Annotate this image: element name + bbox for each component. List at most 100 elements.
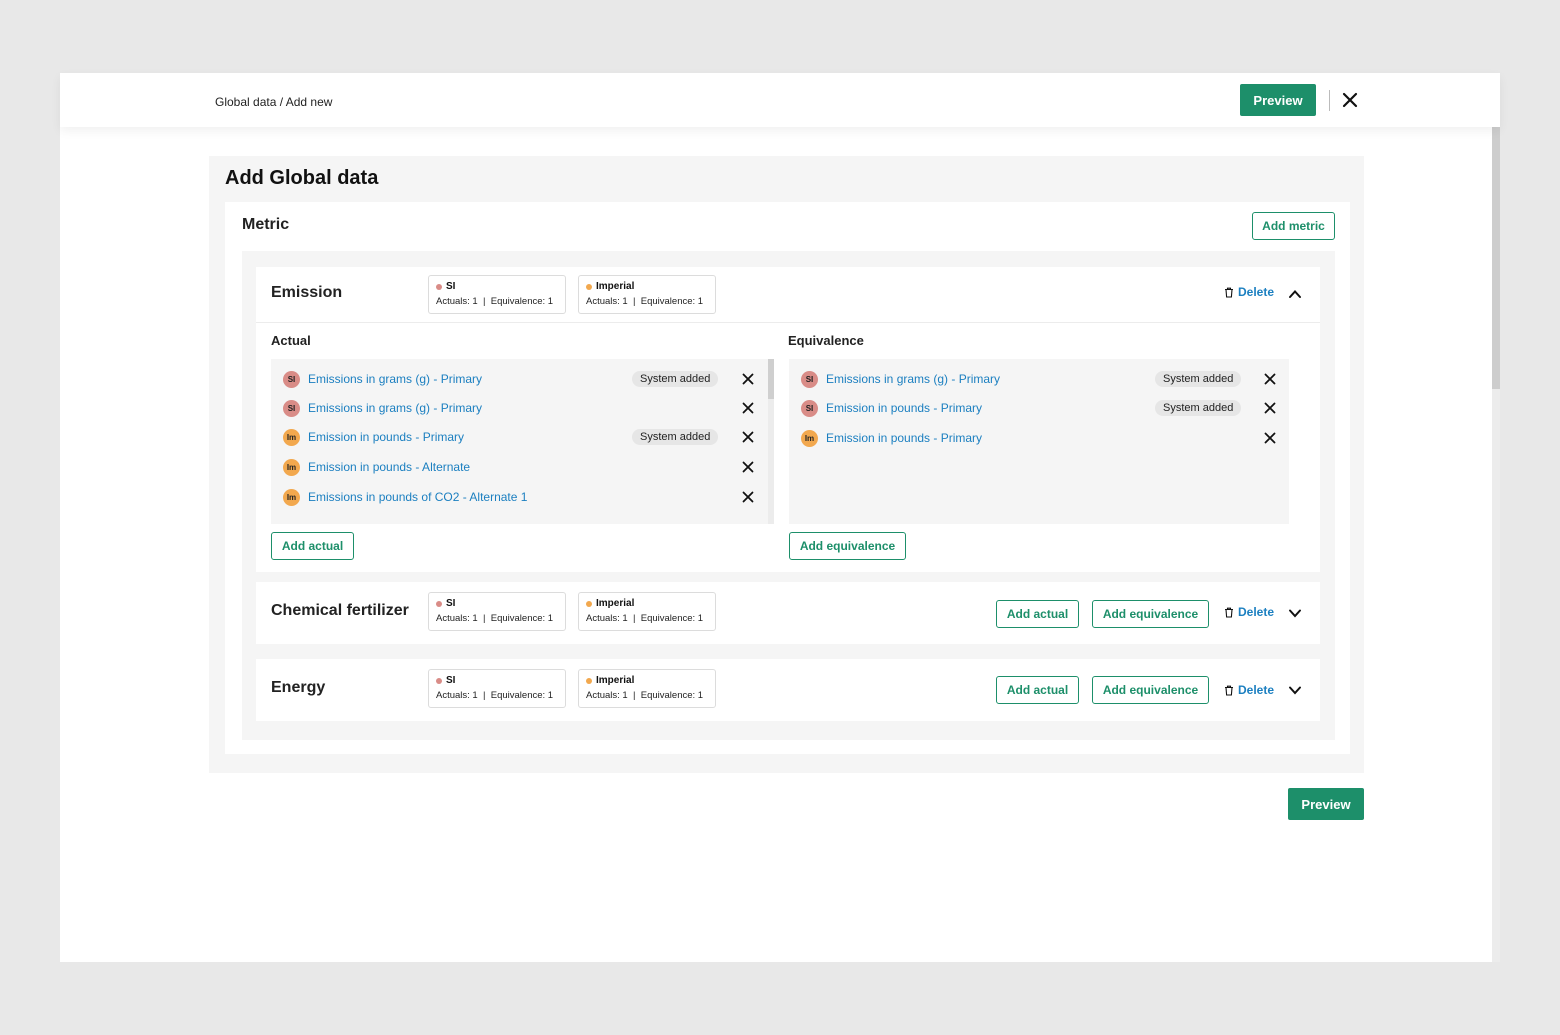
unit-counts: Actuals: 1 | Equivalence: 1 (586, 690, 704, 701)
delete-button[interactable]: Delete (1224, 683, 1274, 697)
equivalence-heading: Equivalence (788, 333, 864, 348)
metric-heading: Metric (242, 216, 290, 233)
unit-name: SI (446, 281, 456, 292)
preview-button[interactable]: Preview (1240, 84, 1316, 116)
trash-icon (1225, 607, 1233, 618)
app-window: Global data / Add new Preview Add Global… (60, 73, 1500, 962)
unit-counts: Actuals: 1 | Equivalence: 1 (586, 296, 704, 307)
page-scrollbar[interactable] (1492, 127, 1500, 962)
actual-heading: Actual (271, 333, 311, 348)
chevron-up-icon[interactable] (1287, 286, 1303, 302)
si-badge: SI (283, 370, 300, 388)
imperial-badge: Im (801, 429, 818, 447)
unit-counts: Actuals: 1 | Equivalence: 1 (436, 690, 554, 701)
actual-link[interactable]: Emissions in pounds of CO2 - Alternate 1 (308, 490, 528, 504)
si-dot-icon (436, 600, 442, 607)
unit-name: Imperial (596, 598, 635, 609)
unit-summary-imperial: Imperial Actuals: 1 | Equivalence: 1 (578, 275, 716, 314)
actual-link[interactable]: Emission in pounds - Alternate (308, 460, 471, 474)
close-icon[interactable] (1340, 90, 1360, 110)
delete-button[interactable]: Delete (1224, 605, 1274, 619)
unit-summary-imperial: Imperial Actuals: 1 | Equivalence: 1 (578, 592, 716, 631)
remove-icon[interactable] (1264, 373, 1276, 385)
divider (1329, 90, 1330, 111)
unit-name: Imperial (596, 281, 635, 292)
metric-list: Emission SI Actuals: 1 | Equivalence: 1 … (242, 251, 1335, 740)
unit-summary-si: SI Actuals: 1 | Equivalence: 1 (428, 669, 566, 708)
top-bar: Global data / Add new Preview (60, 73, 1500, 127)
unit-counts: Actuals: 1 | Equivalence: 1 (436, 613, 554, 624)
list-item: Im Emission in pounds - Primary (789, 428, 1289, 448)
imperial-dot-icon (586, 600, 592, 607)
imperial-dot-icon (586, 283, 592, 290)
metric-card-chemical-fertilizer: Chemical fertilizer SI Actuals: 1 | Equi… (256, 582, 1320, 644)
si-badge: SI (801, 370, 818, 388)
remove-icon[interactable] (742, 373, 754, 385)
unit-name: Imperial (596, 675, 635, 686)
imperial-badge: Im (283, 488, 300, 506)
list-scrollbar-thumb[interactable] (768, 359, 774, 399)
remove-icon[interactable] (742, 461, 754, 473)
equivalence-link[interactable]: Emission in pounds - Primary (826, 431, 983, 445)
imperial-dot-icon (586, 677, 592, 684)
list-item: Im Emission in pounds - Primary System a… (271, 427, 774, 447)
remove-icon[interactable] (742, 402, 754, 414)
metric-name: Chemical fertilizer (271, 602, 409, 619)
remove-icon[interactable] (742, 431, 754, 443)
metric-section: Metric Add metric Emission SI Actuals: 1… (225, 202, 1350, 754)
remove-icon[interactable] (742, 491, 754, 503)
unit-name: SI (446, 598, 456, 609)
add-global-data-panel: Add Global data Metric Add metric Emissi… (209, 156, 1364, 773)
add-equivalence-button[interactable]: Add equivalence (1092, 600, 1209, 628)
list-scrollbar[interactable] (768, 359, 774, 524)
add-actual-button[interactable]: Add actual (271, 532, 354, 560)
unit-counts: Actuals: 1 | Equivalence: 1 (436, 296, 554, 307)
actual-link[interactable]: Emissions in grams (g) - Primary (308, 372, 483, 386)
actual-link[interactable]: Emissions in grams (g) - Primary (308, 401, 483, 415)
list-item: SI Emissions in grams (g) - Primary Syst… (271, 369, 774, 389)
add-actual-button[interactable]: Add actual (996, 676, 1079, 704)
metric-card-emission: Emission SI Actuals: 1 | Equivalence: 1 … (256, 267, 1320, 572)
chevron-down-icon[interactable] (1287, 682, 1303, 698)
metric-name: Energy (271, 679, 326, 696)
system-added-badge: System added (1155, 400, 1242, 416)
si-badge: SI (801, 399, 818, 417)
delete-button[interactable]: Delete (1224, 285, 1274, 299)
page-scrollbar-thumb[interactable] (1492, 127, 1500, 389)
si-badge: SI (283, 399, 300, 417)
add-actual-button[interactable]: Add actual (996, 600, 1079, 628)
actual-link[interactable]: Emission in pounds - Primary (308, 430, 465, 444)
chevron-down-icon[interactable] (1287, 605, 1303, 621)
remove-icon[interactable] (1264, 432, 1276, 444)
equivalence-link[interactable]: Emission in pounds - Primary (826, 401, 983, 415)
actual-list: SI Emissions in grams (g) - Primary Syst… (271, 359, 774, 524)
si-dot-icon (436, 677, 442, 684)
unit-name: SI (446, 675, 456, 686)
list-item: SI Emissions in grams (g) - Primary (271, 398, 774, 418)
equivalence-link[interactable]: Emissions in grams (g) - Primary (826, 372, 1001, 386)
breadcrumb[interactable]: Global data / Add new (215, 95, 333, 109)
unit-summary-imperial: Imperial Actuals: 1 | Equivalence: 1 (578, 669, 716, 708)
imperial-badge: Im (283, 458, 300, 476)
system-added-badge: System added (632, 429, 719, 445)
imperial-badge: Im (283, 428, 300, 446)
unit-summary-si: SI Actuals: 1 | Equivalence: 1 (428, 592, 566, 631)
list-item: SI Emissions in grams (g) - Primary Syst… (789, 369, 1289, 389)
divider (256, 322, 1320, 323)
unit-summary-si: SI Actuals: 1 | Equivalence: 1 (428, 275, 566, 314)
add-metric-button[interactable]: Add metric (1252, 212, 1335, 240)
trash-icon (1225, 287, 1233, 298)
metric-name: Emission (271, 284, 343, 301)
system-added-badge: System added (632, 371, 719, 387)
list-item: Im Emission in pounds - Alternate (271, 457, 774, 477)
trash-icon (1225, 685, 1233, 696)
system-added-badge: System added (1155, 371, 1242, 387)
add-equivalence-button[interactable]: Add equivalence (789, 532, 906, 560)
unit-counts: Actuals: 1 | Equivalence: 1 (586, 613, 704, 624)
remove-icon[interactable] (1264, 402, 1276, 414)
bottom-preview-button[interactable]: Preview (1288, 788, 1364, 820)
list-item: Im Emissions in pounds of CO2 - Alternat… (271, 487, 774, 507)
si-dot-icon (436, 283, 442, 290)
list-item: SI Emission in pounds - Primary System a… (789, 398, 1289, 418)
add-equivalence-button[interactable]: Add equivalence (1092, 676, 1209, 704)
